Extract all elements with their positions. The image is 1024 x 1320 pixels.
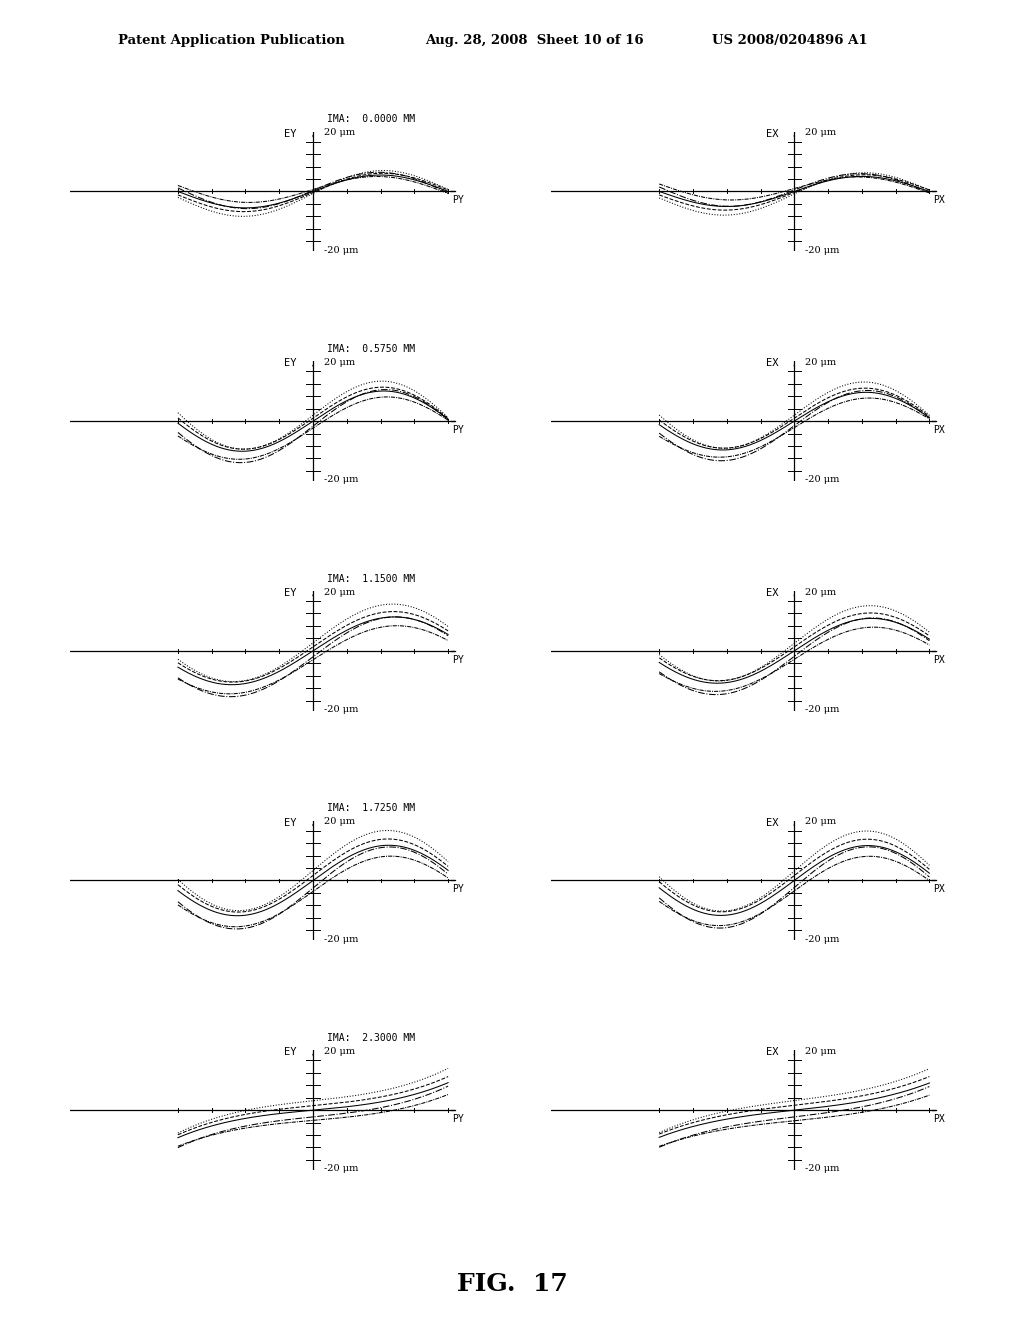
Text: -20 μm: -20 μm	[805, 705, 840, 714]
Text: EY: EY	[285, 359, 297, 368]
Text: PY: PY	[453, 195, 464, 206]
Text: IMA:  1.1500 MM: IMA: 1.1500 MM	[327, 574, 415, 583]
Text: 20 μm: 20 μm	[805, 817, 837, 826]
Text: 20 μm: 20 μm	[805, 1047, 837, 1056]
Text: IMA:  0.5750 MM: IMA: 0.5750 MM	[327, 345, 415, 354]
Text: PX: PX	[934, 195, 945, 206]
Text: -20 μm: -20 μm	[324, 1164, 358, 1173]
Text: PY: PY	[453, 425, 464, 436]
Text: 20 μm: 20 μm	[324, 1047, 355, 1056]
Text: 20 μm: 20 μm	[324, 817, 355, 826]
Text: EY: EY	[285, 818, 297, 828]
Text: -20 μm: -20 μm	[805, 935, 840, 944]
Text: IMA:  0.0000 MM: IMA: 0.0000 MM	[327, 115, 415, 124]
Text: EX: EX	[766, 818, 778, 828]
Text: US 2008/0204896 A1: US 2008/0204896 A1	[712, 33, 867, 46]
Text: PY: PY	[453, 1114, 464, 1125]
Text: EX: EX	[766, 589, 778, 598]
Text: PY: PY	[453, 655, 464, 665]
Text: Patent Application Publication: Patent Application Publication	[118, 33, 344, 46]
Text: EX: EX	[766, 1048, 778, 1057]
Text: 20 μm: 20 μm	[805, 358, 837, 367]
Text: Aug. 28, 2008  Sheet 10 of 16: Aug. 28, 2008 Sheet 10 of 16	[425, 33, 644, 46]
Text: PX: PX	[934, 655, 945, 665]
Text: PX: PX	[934, 1114, 945, 1125]
Text: -20 μm: -20 μm	[324, 246, 358, 255]
Text: EX: EX	[766, 359, 778, 368]
Text: 20 μm: 20 μm	[805, 128, 837, 137]
Text: -20 μm: -20 μm	[324, 935, 358, 944]
Text: EX: EX	[766, 129, 778, 139]
Text: EY: EY	[285, 129, 297, 139]
Text: 20 μm: 20 μm	[805, 587, 837, 597]
Text: -20 μm: -20 μm	[805, 246, 840, 255]
Text: 20 μm: 20 μm	[324, 128, 355, 137]
Text: PY: PY	[453, 884, 464, 895]
Text: IMA:  1.7250 MM: IMA: 1.7250 MM	[327, 804, 415, 813]
Text: -20 μm: -20 μm	[805, 475, 840, 484]
Text: -20 μm: -20 μm	[324, 475, 358, 484]
Text: EY: EY	[285, 589, 297, 598]
Text: EY: EY	[285, 1048, 297, 1057]
Text: PX: PX	[934, 884, 945, 895]
Text: FIG.  17: FIG. 17	[457, 1272, 567, 1296]
Text: -20 μm: -20 μm	[805, 1164, 840, 1173]
Text: PX: PX	[934, 425, 945, 436]
Text: IMA:  2.3000 MM: IMA: 2.3000 MM	[327, 1034, 415, 1043]
Text: 20 μm: 20 μm	[324, 587, 355, 597]
Text: 20 μm: 20 μm	[324, 358, 355, 367]
Text: -20 μm: -20 μm	[324, 705, 358, 714]
